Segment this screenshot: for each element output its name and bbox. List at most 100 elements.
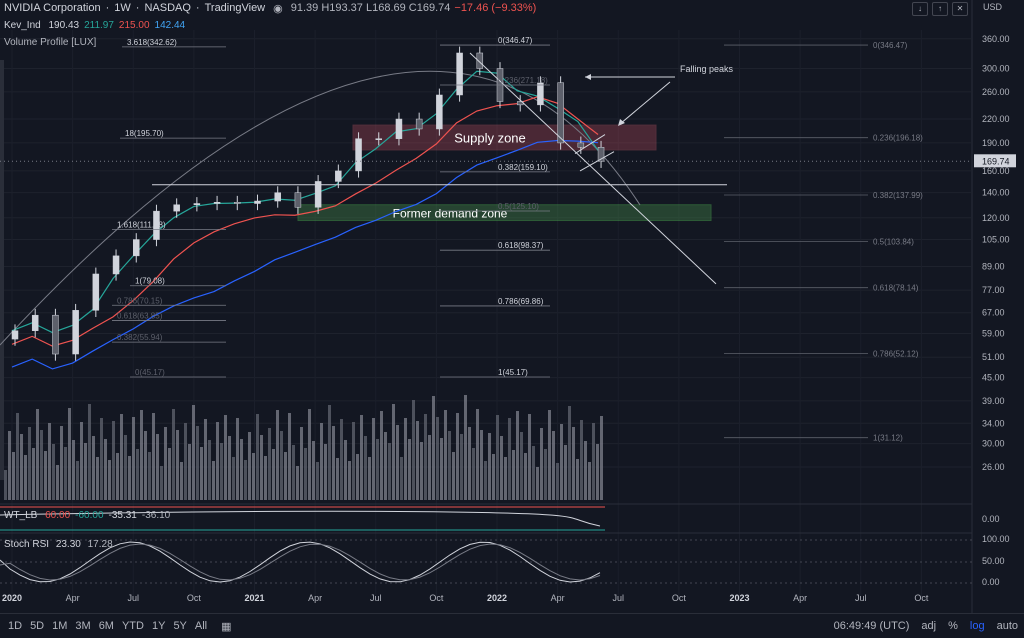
symbol-name[interactable]: NVIDIA Corporation xyxy=(4,2,101,14)
clock[interactable]: 06:49:49 (UTC) xyxy=(833,620,910,632)
interval[interactable]: 1W xyxy=(114,2,131,14)
x-tick-label: 2022 xyxy=(487,593,507,603)
chart-controls: ↓ ↑ ✕ xyxy=(912,2,968,16)
candle-body xyxy=(537,82,544,106)
candle-body xyxy=(153,210,160,240)
price-tick-label: 89.00 xyxy=(982,261,1005,271)
volume-bar xyxy=(472,448,475,500)
volume-bar xyxy=(12,452,15,500)
volume-bar xyxy=(24,455,27,500)
timeframe-3m[interactable]: 3M xyxy=(75,620,91,632)
last-price-badge xyxy=(974,154,1016,168)
volume-bar xyxy=(452,452,455,500)
volume-bar xyxy=(564,445,567,500)
volume-bar xyxy=(220,443,223,500)
volume-bar xyxy=(416,421,419,500)
adj-toggle[interactable]: adj xyxy=(921,620,937,632)
trend-line xyxy=(469,52,717,285)
x-tick-label: Oct xyxy=(672,593,687,603)
volume-bar xyxy=(488,433,491,500)
currency-label[interactable]: USD xyxy=(982,2,1002,12)
kev-indicator-legend[interactable]: Kev_Ind 190.43 211.97 215.00 142.44 xyxy=(4,20,185,31)
timeframe-5d[interactable]: 5D xyxy=(30,620,45,632)
volume-bar xyxy=(324,444,327,500)
kev-value-1: 211.97 xyxy=(84,20,114,31)
wt-value-1: -60.00 xyxy=(75,510,104,521)
candle-body xyxy=(395,118,403,139)
volume-bar xyxy=(240,439,243,500)
auto-toggle[interactable]: auto xyxy=(996,620,1018,632)
timeframe-all[interactable]: All xyxy=(194,620,208,632)
volume-bar xyxy=(296,466,299,500)
volume-bar xyxy=(120,414,123,500)
candle-body xyxy=(355,138,362,172)
volume-bar xyxy=(332,426,335,500)
eye-icon[interactable]: ◉ xyxy=(273,2,283,15)
arrow-down-icon[interactable]: ↓ xyxy=(912,2,928,16)
volume-bar xyxy=(308,409,311,500)
timeframe-1y[interactable]: 1Y xyxy=(151,620,166,632)
volume-bar xyxy=(476,409,479,500)
kev-value-3: 142.44 xyxy=(154,20,186,31)
wt-legend[interactable]: WT_LB 60.00 -60.00 -35.31 -36.10 xyxy=(4,510,170,521)
timeframe-1d[interactable]: 1D xyxy=(8,620,23,632)
volume-bar xyxy=(72,440,75,500)
x-tick-label: 2023 xyxy=(729,593,749,603)
volume-bar xyxy=(456,413,459,500)
volume-bar xyxy=(16,413,19,500)
volume-bar xyxy=(80,422,83,500)
timeframe-ytd[interactable]: YTD xyxy=(121,620,144,632)
close-icon[interactable]: ✕ xyxy=(952,2,968,16)
candle-body xyxy=(314,181,322,208)
volume-bar xyxy=(600,416,603,500)
volume-bar xyxy=(124,435,127,500)
percent-toggle[interactable]: % xyxy=(948,620,958,632)
volume-bar xyxy=(584,441,587,500)
x-tick-label: Oct xyxy=(187,593,202,603)
candle-body xyxy=(11,330,19,340)
chart-header: NVIDIA Corporation · 1W · NASDAQ · Tradi… xyxy=(4,2,537,15)
stoch-legend[interactable]: Stoch RSI 23.30 17.28 xyxy=(4,539,113,550)
fib-label: 1(45.17) xyxy=(498,368,528,377)
fib-label-right: 0.382(137.99) xyxy=(873,191,923,200)
timeframe-1m[interactable]: 1M xyxy=(52,620,68,632)
stoch-label: Stoch RSI xyxy=(4,539,50,550)
price-tick-label: 220.00 xyxy=(982,114,1010,124)
volume-bar xyxy=(412,400,415,500)
volume-bar xyxy=(40,430,43,500)
volume-bar xyxy=(448,431,451,500)
volume-bar xyxy=(376,439,379,500)
volume-bar xyxy=(360,415,363,500)
timeframe-6m[interactable]: 6M xyxy=(98,620,114,632)
volume-bar xyxy=(384,432,387,500)
wt-tick-label: 0.00 xyxy=(982,514,1000,524)
timeframe-5y[interactable]: 5Y xyxy=(173,620,187,632)
candle-body xyxy=(52,314,59,355)
volume-bar xyxy=(520,432,523,500)
volume-bar xyxy=(292,445,295,500)
x-tick-label: Jul xyxy=(855,593,867,603)
x-tick-label: Apr xyxy=(308,593,322,603)
volume-bar xyxy=(536,467,539,500)
log-toggle[interactable]: log xyxy=(969,620,985,632)
volume-bar xyxy=(428,435,431,500)
volume-bar xyxy=(596,444,599,500)
volume-bar xyxy=(228,436,231,500)
volume-bar xyxy=(64,447,67,500)
volume-bar xyxy=(400,457,403,500)
calendar-icon[interactable]: ▦ xyxy=(221,620,232,633)
kev-value-2: 215.00 xyxy=(118,20,150,31)
volume-bar xyxy=(160,466,163,500)
volume-bar xyxy=(276,410,279,500)
fib-label-right: 0.236(196.18) xyxy=(873,134,923,143)
volume-bar xyxy=(112,421,115,500)
volume-bar xyxy=(352,422,355,500)
volume-bar xyxy=(396,425,399,500)
volume-bar xyxy=(148,452,151,500)
candle-body xyxy=(557,82,564,144)
arrow-up-icon[interactable]: ↑ xyxy=(932,2,948,16)
volume-bar xyxy=(484,461,487,500)
volume-profile-legend[interactable]: Volume Profile [LUX] xyxy=(4,37,97,48)
candle-body xyxy=(173,204,180,212)
